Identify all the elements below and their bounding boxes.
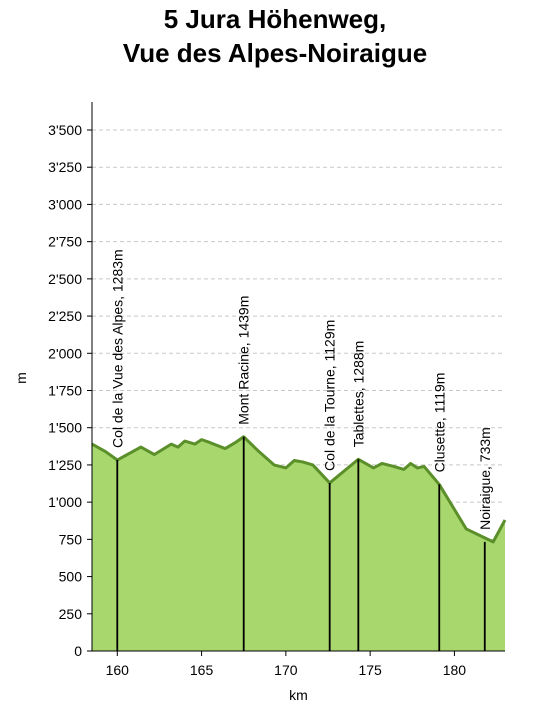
y-tick-label: 2'250 [48, 308, 82, 324]
x-tick-label: 160 [106, 662, 130, 678]
x-tick-label: 180 [443, 662, 467, 678]
chart-title-line-1: 5 Jura Höhenweg, [163, 4, 387, 34]
y-tick-label: 1'500 [48, 420, 82, 436]
waypoint-label: Noiraigue, 733m [477, 427, 493, 530]
x-tick-label: 165 [190, 662, 214, 678]
y-tick-label: 1'750 [48, 383, 82, 399]
y-tick-label: 2'000 [48, 345, 82, 361]
y-tick-label: 3'250 [48, 159, 82, 175]
y-tick-label: 250 [59, 606, 83, 622]
tick-labels: 0 250 500 750 1'000 1'250 1'500 1'750 2'000 2'250… [48, 122, 466, 678]
waypoint-label: Mont Racine, 1439m [236, 296, 252, 425]
waypoint-markers: Col de la Vue des Alpes, 1283m Mont Racin… [109, 249, 493, 651]
waypoint-label: Col de la Tourne, 1129m [322, 320, 338, 471]
y-tick-label: 1'000 [48, 494, 82, 510]
waypoint-label: Col de la Vue des Alpes, 1283m [109, 249, 125, 448]
y-tick-label: 2'500 [48, 271, 82, 287]
x-tick-label: 170 [274, 662, 298, 678]
y-tick-label: 0 [74, 643, 82, 659]
y-tick-label: 3'000 [48, 196, 82, 212]
axes [87, 102, 505, 656]
y-tick-label: 1'250 [48, 457, 82, 473]
chart-title-line-2: Vue des Alpes-Noiraigue [122, 38, 428, 68]
profile-area [92, 436, 505, 651]
y-tick-label: 750 [59, 531, 83, 547]
waypoint-label: Tablettes, 1288m [350, 341, 366, 448]
x-axis-label: km [289, 687, 308, 703]
chart-title: 5 Jura Höhenweg, Vue des Alpes-Noiraigue [0, 2, 550, 70]
x-tick-label: 175 [358, 662, 382, 678]
profile-area-layer [91, 435, 507, 651]
y-axis-label: m [13, 372, 29, 384]
profile-line [91, 435, 507, 544]
y-tick-label: 2'750 [48, 234, 82, 250]
waypoint-label: Clusette, 1119m [431, 373, 447, 473]
y-tick-label: 500 [59, 569, 83, 585]
y-tick-label: 3'500 [48, 122, 82, 138]
